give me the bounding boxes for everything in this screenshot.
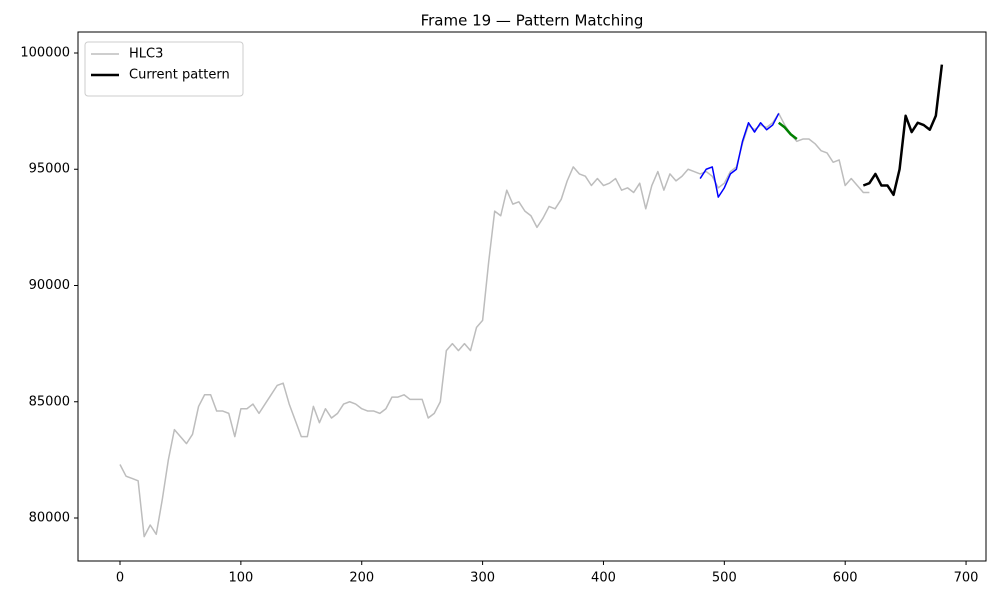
legend-label: Current pattern — [129, 68, 230, 83]
x-tick-label: 0 — [116, 571, 124, 586]
y-tick-label: 90000 — [29, 278, 70, 293]
x-tick-label: 200 — [349, 571, 374, 586]
x-tick-label: 300 — [470, 571, 495, 586]
legend-box — [84, 41, 244, 97]
x-tick-label: 600 — [833, 571, 858, 586]
x-tick-label: 500 — [712, 571, 737, 586]
x-tick-label: 400 — [591, 571, 616, 586]
y-tick-label: 95000 — [29, 162, 70, 177]
plot-frame — [77, 31, 987, 562]
legend-label: HLC3 — [129, 47, 163, 62]
y-tick-label: 80000 — [29, 511, 70, 526]
chart-title: Frame 19 — Pattern Matching — [421, 12, 644, 30]
series-line — [699, 113, 780, 198]
series-line — [777, 121, 798, 141]
series-line — [119, 112, 870, 538]
series-line — [862, 64, 944, 197]
x-tick-label: 100 — [228, 571, 253, 586]
y-tick-label: 85000 — [29, 394, 70, 409]
y-tick-label: 100000 — [20, 45, 70, 60]
x-tick-label: 700 — [954, 571, 979, 586]
